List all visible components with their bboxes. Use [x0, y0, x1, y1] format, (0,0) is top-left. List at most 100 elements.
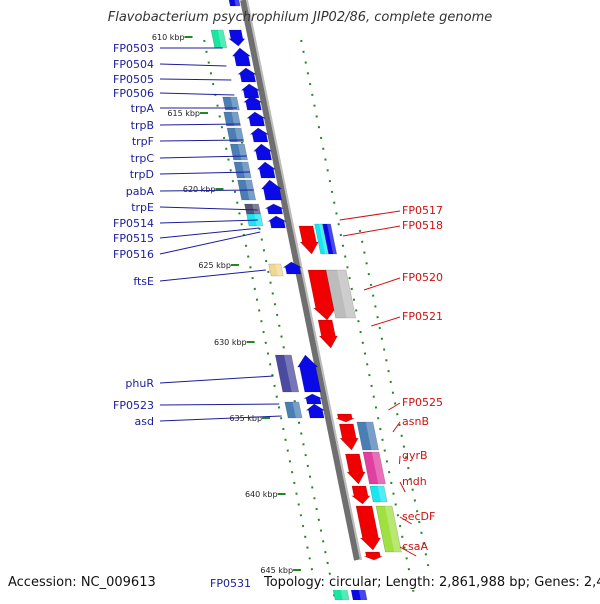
map-title: Flavobacterium psychrophilum JIP02/86, c…	[107, 10, 493, 25]
label-fp0504: FP0504	[113, 58, 154, 71]
tick-label-7: 645 kbp	[260, 566, 293, 575]
leader-FP0514	[159, 219, 258, 224]
label-trpe: trpE	[131, 201, 154, 214]
leader-trpB	[159, 123, 241, 126]
gene-gyrb	[345, 453, 366, 485]
label-phur: phuR	[125, 377, 154, 390]
gene-fp0521	[317, 319, 338, 349]
label-fp0516: FP0516	[113, 248, 154, 261]
label-asnb: asnB	[402, 415, 429, 428]
label-fp0525: FP0525	[402, 396, 443, 409]
gene-asnb-box	[356, 421, 379, 451]
gene-ftse-box	[268, 263, 284, 277]
label-fp0506: FP0506	[113, 87, 154, 100]
gene-trpb	[246, 111, 267, 127]
gene-fp0523	[302, 393, 323, 405]
leader-FP0521	[371, 316, 401, 327]
gene-fp0518-stripe	[322, 223, 338, 255]
gene-csaa	[364, 551, 383, 561]
label-fp0531: FP0531	[210, 577, 251, 590]
genome-axis-shadow	[246, 0, 362, 561]
gene-fp0504	[231, 47, 252, 67]
gene-fp0503-box	[210, 29, 228, 49]
label-mdh: mdh	[402, 475, 427, 488]
gene-trpb-box	[223, 111, 241, 127]
gene-fp0517	[298, 225, 319, 255]
gene-mdh-box	[369, 485, 388, 503]
gene-fp0520-box	[325, 269, 357, 319]
label-asd: asd	[135, 415, 154, 428]
label-csaa: csaA	[402, 540, 429, 553]
tick-label-6: 640 kbp	[245, 490, 278, 499]
track-guide-inner-left	[236, 119, 337, 601]
tick-label-3: 625 kbp	[198, 261, 231, 270]
gene-phur-box	[274, 354, 300, 393]
label-trpb: trpB	[131, 119, 154, 132]
gene-fp0523-box	[284, 401, 303, 419]
leader-secDF	[399, 516, 412, 525]
tick-label-4: 630 kbp	[214, 338, 247, 347]
leader-FP0515	[159, 227, 260, 239]
gene-trpf	[249, 127, 270, 143]
label-fp0521: FP0521	[402, 310, 443, 323]
gene-trpd	[256, 161, 277, 179]
leader-FP0506	[159, 92, 235, 96]
leader-ftsE	[159, 269, 267, 282]
leader-mdh	[399, 481, 406, 493]
label-trpf: trpF	[132, 135, 154, 148]
gene-fp0503	[228, 29, 246, 47]
topology-text: Topology: circular; Length: 2,861,988 bp…	[262, 575, 600, 590]
label-trpa: trpA	[131, 102, 155, 115]
leader-FP0504	[159, 63, 227, 67]
leader-FP0505	[159, 78, 232, 81]
gene-pabA	[260, 179, 283, 201]
leader-trpD	[159, 171, 251, 175]
leader-asnB	[392, 421, 401, 433]
label-trpc: trpC	[131, 152, 155, 165]
label-fp0515: FP0515	[113, 232, 154, 245]
label-fp0523: FP0523	[113, 399, 154, 412]
gene-fp0525	[336, 413, 355, 423]
gene-gyrb-box	[362, 451, 386, 485]
gene-asnb	[338, 423, 359, 451]
accession-text: Accession: NC_009613	[8, 575, 156, 590]
leader-csaA	[399, 546, 417, 557]
label-fp0518: FP0518	[402, 219, 443, 232]
gene-trpa	[242, 95, 263, 111]
label-fp0503: FP0503	[113, 42, 154, 55]
leader-asd	[159, 415, 282, 422]
leader-FP0520	[363, 277, 401, 291]
gene-mdh	[351, 485, 371, 505]
gene-trpe	[264, 203, 284, 215]
gene-fp0506	[240, 83, 261, 99]
leader-phuR	[159, 375, 274, 384]
gene-ftse	[282, 261, 302, 275]
gene-asd	[305, 403, 326, 419]
leader-FP0523	[159, 403, 280, 406]
leader-pabA	[159, 189, 254, 192]
label-fp0514: FP0514	[113, 217, 154, 230]
tick-label-0: 610 kbp	[152, 33, 185, 42]
label-secdf: secDF	[402, 510, 435, 523]
leader-FP0518	[342, 225, 401, 237]
tick-label-2: 620 kbp	[183, 185, 216, 194]
tick-label-1: 615 kbp	[167, 109, 200, 118]
tick-label-5: 635 kbp	[229, 414, 262, 423]
gene-secdf-box	[375, 505, 402, 553]
gene-fp0502-top	[228, 0, 241, 7]
leader-trpE	[159, 206, 258, 211]
gene-phur	[297, 354, 322, 393]
label-fp0520: FP0520	[402, 271, 443, 284]
label-ftse: ftsE	[133, 275, 154, 288]
gene-trpf-box	[226, 127, 245, 143]
leader-trpC	[159, 155, 247, 159]
label-trpd: trpD	[130, 168, 154, 181]
gene-trpc	[253, 143, 273, 161]
label-fp0505: FP0505	[113, 73, 154, 86]
genome-axis	[240, 0, 360, 561]
leader-gyrB	[398, 455, 401, 465]
leader-FP0516	[159, 231, 261, 255]
leader-trpF	[159, 139, 244, 142]
